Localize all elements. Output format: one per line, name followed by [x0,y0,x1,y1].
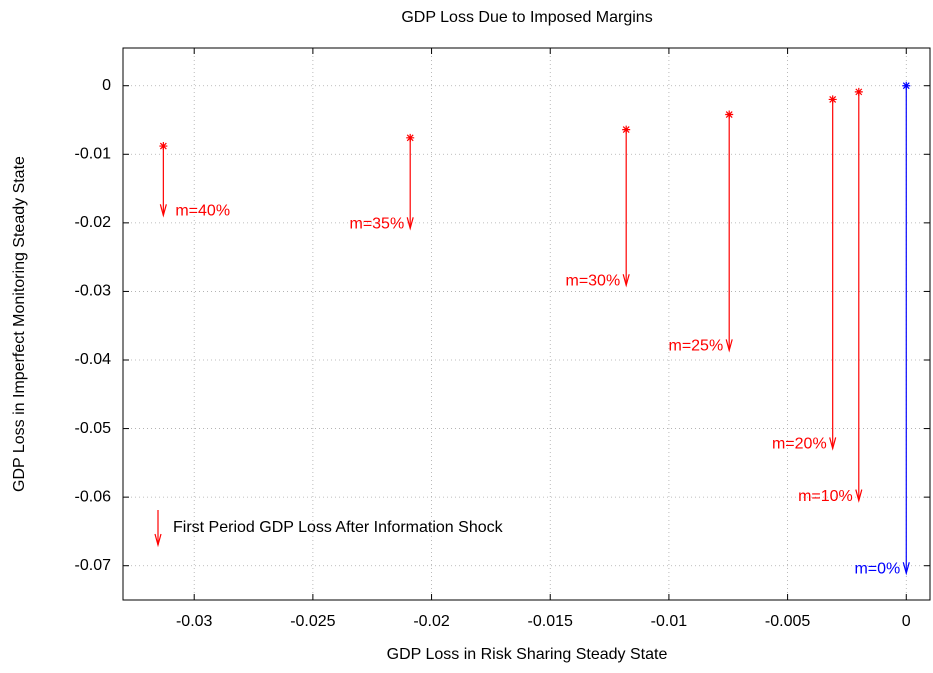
x-tick-label: -0.025 [290,613,335,630]
y-tick-label: -0.03 [75,283,112,300]
x-tick-label: -0.02 [413,613,450,630]
legend-label: First Period GDP Loss After Information … [173,519,504,536]
y-tick-label: -0.01 [75,146,112,163]
point-label: m=35% [349,216,404,233]
point-label: m=30% [565,272,620,289]
arrow-head [159,204,167,218]
x-tick-label: -0.015 [528,613,573,630]
point-marker [622,125,631,134]
point-label: m=10% [798,488,853,505]
arrow-head [622,274,630,288]
point-label: m=0% [854,560,900,577]
arrow-head [406,217,414,231]
y-tick-label: -0.02 [75,214,112,231]
point-marker [902,81,911,90]
point-label: m=20% [772,436,827,453]
y-tick-label: 0 [102,77,111,94]
chart-title: GDP Loss Due to Imposed Margins [401,9,652,26]
y-tick-label: -0.05 [75,420,112,437]
x-tick-label: 0 [902,613,911,630]
x-axis-label: GDP Loss in Risk Sharing Steady State [387,646,668,663]
legend-arrow-head [154,533,162,548]
y-axis-label: GDP Loss in Imperfect Monitoring Steady … [11,156,28,492]
point-marker [159,142,168,151]
arrow-head [855,489,863,503]
y-tick-label: -0.06 [75,488,112,505]
point-marker [406,133,415,142]
point-label: m=25% [668,338,723,355]
x-tick-label: -0.03 [176,613,213,630]
arrow-head [725,339,733,353]
point-marker [725,110,734,119]
x-tick-label: -0.005 [765,613,810,630]
y-tick-label: -0.07 [75,557,112,574]
y-tick-label: -0.04 [75,351,112,368]
plot-frame [122,47,931,601]
arrow-head [902,562,910,576]
point-marker [854,87,863,96]
point-marker [828,95,837,104]
point-label: m=40% [175,203,230,220]
arrow-head [829,437,837,451]
x-tick-label: -0.01 [651,613,688,630]
